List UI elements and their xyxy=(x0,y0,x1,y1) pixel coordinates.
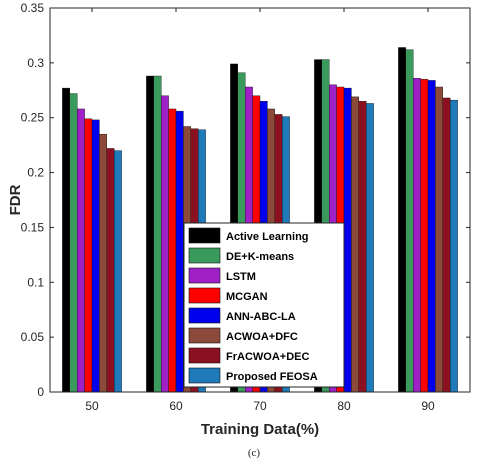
y-tick-label: 0.3 xyxy=(27,56,44,70)
x-tick-label: 70 xyxy=(253,399,267,413)
legend-entry-label: DE+K-means xyxy=(226,251,294,263)
bar-fracwoa-dec-90 xyxy=(442,97,451,393)
bar-ann-abc-la-90 xyxy=(427,80,436,393)
bar-active-learning-50 xyxy=(62,87,71,393)
legend-swatch xyxy=(188,307,221,324)
legend: Active Learning DE+K-means LSTM MCGAN ANN-AB… xyxy=(183,222,345,388)
legend-entry-label: Proposed FEOSA xyxy=(226,371,318,383)
legend-entry-label: ANN-ABC-LA xyxy=(226,311,296,323)
y-axis-label: FDR xyxy=(7,184,24,215)
y-tick-label: 0.25 xyxy=(21,111,45,125)
bar-acwoa-dfc-80 xyxy=(351,96,359,393)
bar-fracwoa-dec-50 xyxy=(106,148,115,393)
bar-proposed-feosa-80 xyxy=(366,103,374,393)
y-tick-label: 0.15 xyxy=(21,220,45,234)
legend-swatch xyxy=(188,247,221,264)
x-tick-label: 60 xyxy=(169,399,183,413)
legend-swatch xyxy=(188,267,221,284)
bar-proposed-feosa-50 xyxy=(113,150,122,393)
y-axis: 0 0.05 0.1 0.15 0.2 0.25 0.3 0.35 xyxy=(21,1,470,399)
legend-swatch xyxy=(188,287,221,304)
bar-lstm-60 xyxy=(160,95,169,393)
x-tick-label: 50 xyxy=(85,399,99,413)
y-tick-label: 0 xyxy=(37,385,44,399)
x-tick-label: 90 xyxy=(421,399,435,413)
legend-swatch xyxy=(188,367,221,384)
bar-active-learning-60 xyxy=(146,75,154,393)
legend-swatch xyxy=(188,347,221,364)
bar-lstm-90 xyxy=(413,78,421,393)
legend-entry-label: LSTM xyxy=(226,271,256,283)
bar-active-learning-90 xyxy=(398,47,406,393)
legend-entry-label: MCGAN xyxy=(226,291,268,303)
bar-acwoa-dfc-90 xyxy=(435,86,443,393)
bar-de-k-means-60 xyxy=(153,75,162,393)
figure-caption: (c) xyxy=(248,447,261,459)
bar-ann-abc-la-60 xyxy=(175,110,184,393)
bar-mcgan-90 xyxy=(420,79,429,393)
legend-entry-label: FrACWOA+DEC xyxy=(226,351,309,363)
bar-acwoa-dfc-50 xyxy=(99,133,108,393)
y-tick-label: 0.05 xyxy=(21,330,45,344)
y-tick-label: 0.1 xyxy=(27,275,44,289)
bar-de-k-means-50 xyxy=(69,93,78,393)
legend-entry-label: ACWOA+DFC xyxy=(226,331,298,343)
bar-ann-abc-la-80 xyxy=(343,87,352,393)
bar-mcgan-50 xyxy=(84,118,93,393)
bar-proposed-feosa-90 xyxy=(450,99,458,393)
bar-fracwoa-dec-80 xyxy=(358,101,367,393)
bar-ann-abc-la-50 xyxy=(91,119,100,393)
bar-lstm-50 xyxy=(76,108,85,393)
x-axis-label: Training Data(%) xyxy=(201,421,319,438)
legend-swatch xyxy=(188,327,221,344)
bar-mcgan-60 xyxy=(168,108,177,393)
y-tick-label: 0.35 xyxy=(21,1,45,15)
y-tick-label: 0.2 xyxy=(27,166,44,180)
legend-entry-label: Active Learning xyxy=(226,231,309,243)
x-axis: 50 60 70 80 90 xyxy=(85,8,435,413)
bar-de-k-means-90 xyxy=(405,49,414,393)
legend-swatch xyxy=(188,227,221,244)
x-tick-label: 80 xyxy=(337,399,351,413)
